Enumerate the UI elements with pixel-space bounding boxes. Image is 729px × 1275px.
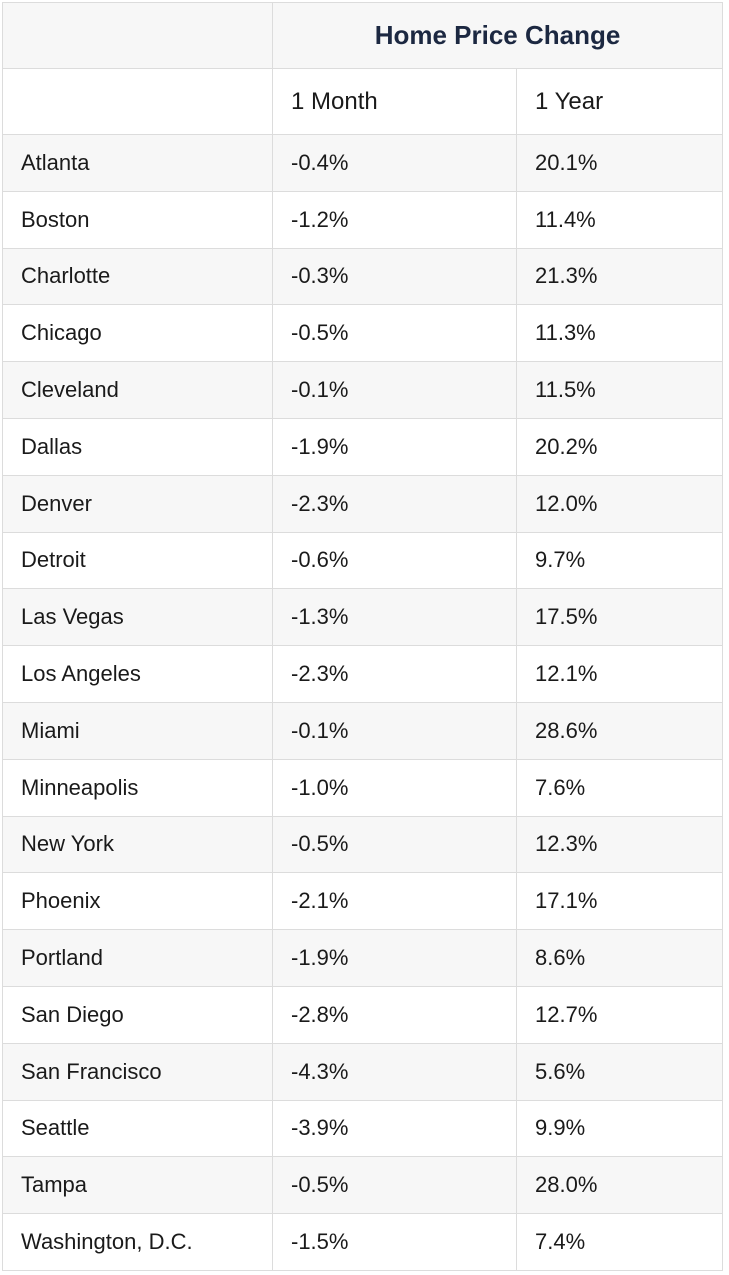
table-row: Phoenix -2.1% 17.1% xyxy=(2,872,724,931)
table-row: San Diego -2.8% 12.7% xyxy=(2,985,724,1044)
table-row: Los Angeles -2.3% 12.1% xyxy=(2,645,724,703)
city-cell: San Francisco xyxy=(2,1042,273,1101)
table-row: Boston -1.2% 11.4% xyxy=(2,190,724,249)
month-change-cell: -2.1% xyxy=(272,872,517,931)
header-row-title: Home Price Change xyxy=(2,2,724,69)
table-body: Atlanta -0.4% 20.1% Boston -1.2% 11.4% Charlot… xyxy=(2,134,724,1271)
month-change-cell: -1.5% xyxy=(272,1213,517,1271)
table-header: Home Price Change 1 Month 1 Year xyxy=(2,2,724,135)
table-row: Las Vegas -1.3% 17.5% xyxy=(2,588,724,647)
year-change-cell: 21.3% xyxy=(515,247,724,306)
table-row: Minneapolis -1.0% 7.6% xyxy=(2,758,724,817)
month-change-cell: -4.3% xyxy=(272,1042,517,1101)
city-cell: Washington, D.C. xyxy=(2,1213,273,1271)
year-change-cell: 28.6% xyxy=(515,701,724,760)
header-empty-cell xyxy=(2,2,273,69)
table-row: Dallas -1.9% 20.2% xyxy=(2,417,724,476)
city-cell: Dallas xyxy=(2,417,273,476)
city-cell: Phoenix xyxy=(2,872,273,931)
year-change-cell: 12.3% xyxy=(515,815,724,874)
month-change-cell: -0.3% xyxy=(272,247,517,306)
city-cell: Portland xyxy=(2,929,273,987)
table-title: Home Price Change xyxy=(271,2,724,69)
column-header-1-month: 1 Month xyxy=(272,68,517,135)
year-change-cell: 12.1% xyxy=(515,645,724,703)
city-cell: Las Vegas xyxy=(2,588,273,647)
month-change-cell: -1.9% xyxy=(272,417,517,476)
month-change-cell: -0.5% xyxy=(272,304,517,363)
year-change-cell: 7.6% xyxy=(515,758,724,817)
table-row: San Francisco -4.3% 5.6% xyxy=(2,1042,724,1101)
year-change-cell: 7.4% xyxy=(515,1213,724,1271)
table-row: Atlanta -0.4% 20.1% xyxy=(2,134,724,192)
city-cell: Detroit xyxy=(2,531,273,590)
year-change-cell: 17.5% xyxy=(515,588,724,647)
year-change-cell: 20.2% xyxy=(515,417,724,476)
city-cell: Minneapolis xyxy=(2,758,273,817)
city-cell: Denver xyxy=(2,474,273,533)
table-row: Detroit -0.6% 9.7% xyxy=(2,531,724,590)
table-row: Tampa -0.5% 28.0% xyxy=(2,1156,724,1215)
year-change-cell: 12.0% xyxy=(515,474,724,533)
month-change-cell: -1.2% xyxy=(272,190,517,249)
year-change-cell: 12.7% xyxy=(515,985,724,1044)
year-change-cell: 28.0% xyxy=(515,1156,724,1215)
table-row: Miami -0.1% 28.6% xyxy=(2,701,724,760)
year-change-cell: 20.1% xyxy=(515,134,724,192)
table-row: Denver -2.3% 12.0% xyxy=(2,474,724,533)
month-change-cell: -1.9% xyxy=(272,929,517,987)
city-cell: Seattle xyxy=(2,1099,273,1158)
column-header-1-year: 1 Year xyxy=(515,68,724,135)
month-change-cell: -0.6% xyxy=(272,531,517,590)
month-change-cell: -3.9% xyxy=(272,1099,517,1158)
city-cell: Tampa xyxy=(2,1156,273,1215)
year-change-cell: 8.6% xyxy=(515,929,724,987)
year-change-cell: 11.4% xyxy=(515,190,724,249)
city-cell: Boston xyxy=(2,190,273,249)
header-row-columns: 1 Month 1 Year xyxy=(2,68,724,135)
year-change-cell: 11.3% xyxy=(515,304,724,363)
month-change-cell: -0.5% xyxy=(272,1156,517,1215)
year-change-cell: 17.1% xyxy=(515,872,724,931)
year-change-cell: 5.6% xyxy=(515,1042,724,1101)
table-row: Seattle -3.9% 9.9% xyxy=(2,1099,724,1158)
city-cell: New York xyxy=(2,815,273,874)
city-cell: Miami xyxy=(2,701,273,760)
year-change-cell: 11.5% xyxy=(515,361,724,419)
year-change-cell: 9.7% xyxy=(515,531,724,590)
table-row: Washington, D.C. -1.5% 7.4% xyxy=(2,1213,724,1271)
table-row: New York -0.5% 12.3% xyxy=(2,815,724,874)
city-cell: Chicago xyxy=(2,304,273,363)
header-empty-cell xyxy=(2,68,273,135)
month-change-cell: -2.8% xyxy=(272,985,517,1044)
table-row: Cleveland -0.1% 11.5% xyxy=(2,361,724,419)
table-row: Portland -1.9% 8.6% xyxy=(2,929,724,987)
year-change-cell: 9.9% xyxy=(515,1099,724,1158)
month-change-cell: -0.1% xyxy=(272,701,517,760)
month-change-cell: -1.0% xyxy=(272,758,517,817)
table-row: Charlotte -0.3% 21.3% xyxy=(2,247,724,306)
city-cell: San Diego xyxy=(2,985,273,1044)
month-change-cell: -0.5% xyxy=(272,815,517,874)
city-cell: Atlanta xyxy=(2,134,273,192)
month-change-cell: -2.3% xyxy=(272,645,517,703)
city-cell: Los Angeles xyxy=(2,645,273,703)
month-change-cell: -1.3% xyxy=(272,588,517,647)
city-cell: Cleveland xyxy=(2,361,273,419)
month-change-cell: -0.1% xyxy=(272,361,517,419)
month-change-cell: -0.4% xyxy=(272,134,517,192)
city-cell: Charlotte xyxy=(2,247,273,306)
table-row: Chicago -0.5% 11.3% xyxy=(2,304,724,363)
month-change-cell: -2.3% xyxy=(272,474,517,533)
